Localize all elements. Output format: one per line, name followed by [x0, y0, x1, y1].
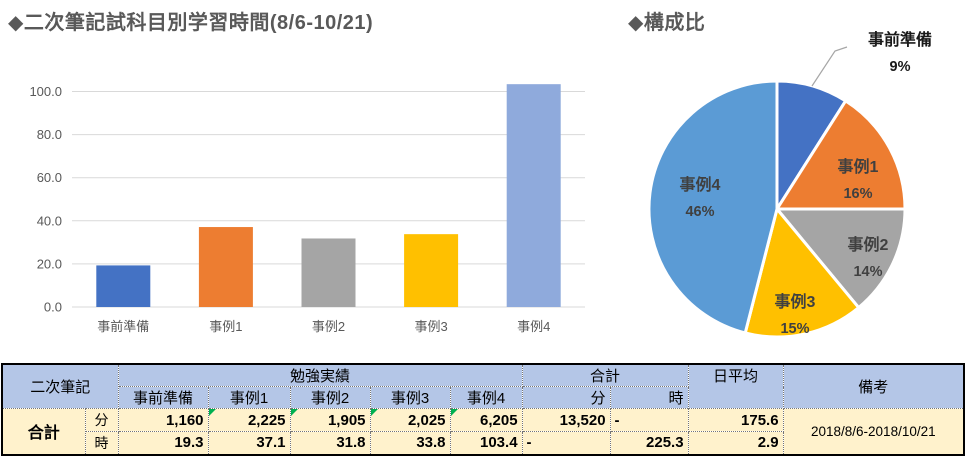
pie-data-label: 事例2 14%: [813, 232, 923, 285]
remarks-value-cell[interactable]: 2018/8/6-2018/10/21: [782, 408, 965, 455]
cell-error-indicator-icon: [291, 409, 298, 416]
minutes-value-cell[interactable]: 2,025: [369, 408, 451, 432]
pie-label-percent: 9%: [889, 59, 911, 75]
unit-hours-cell[interactable]: 時: [84, 431, 119, 455]
cell-error-indicator-icon: [209, 409, 216, 416]
corner-header-cell[interactable]: 二次筆記: [1, 363, 119, 409]
hours-value-cell[interactable]: 31.8: [289, 431, 371, 455]
pie-label-name: 事例1: [837, 159, 879, 176]
x-category-label: 事前準備: [97, 319, 149, 334]
minutes-value-cell[interactable]: 6,205: [449, 408, 523, 432]
pie-slice-1[interactable]: [774, 98, 907, 211]
x-category-label: 事例2: [312, 319, 345, 334]
pie-chart-plot[interactable]: [620, 0, 968, 360]
x-category-label: 事例1: [209, 319, 242, 334]
pie-slice-4[interactable]: [647, 79, 779, 335]
category-header-cell[interactable]: 事例2: [289, 386, 371, 409]
y-tick-label: 100.0: [29, 84, 62, 99]
pie-label-name: 事前準備: [867, 32, 932, 49]
cell-error-indicator-icon: [371, 409, 378, 416]
pie-label-name: 事例2: [847, 237, 889, 254]
minutes-value-cell[interactable]: 1,905: [289, 408, 371, 432]
bar-chart-plot[interactable]: 0.0 20.0 40.0 60.0 80.0 100.0 事前準備 事例1 事例2 事例3 事例4: [0, 0, 620, 358]
y-tick-label: 80.0: [37, 127, 62, 142]
bar-4[interactable]: [506, 84, 561, 307]
pie-data-label: 事例1 16%: [803, 154, 913, 207]
total-header-cell[interactable]: 合計: [521, 363, 689, 387]
pie-callout-label: 事前準備 9%: [845, 27, 955, 80]
hours-value-cell[interactable]: 103.4: [449, 431, 523, 455]
total-minutes-dash-cell[interactable]: -: [521, 431, 611, 455]
y-tick-label: 0.0: [44, 300, 62, 315]
total-hours-header-cell[interactable]: 時: [609, 386, 689, 409]
group-header-cell[interactable]: 勉強実績: [117, 363, 523, 387]
category-header-cell[interactable]: 事前準備: [117, 386, 209, 409]
total-minutes-cell[interactable]: 13,520: [521, 408, 611, 432]
study-summary-table: 二次筆記 勉強実績 合計 日平均 備考 事前準備 事例1 事例2 事例3 事例4…: [1, 363, 966, 456]
remarks-header-cell[interactable]: 備考: [782, 363, 965, 409]
pie-label-percent: 14%: [853, 264, 883, 280]
category-header-cell[interactable]: 事例1: [207, 386, 291, 409]
pie-label-percent: 46%: [685, 204, 715, 220]
hours-value-cell[interactable]: 33.8: [369, 431, 451, 455]
pie-label-percent: 16%: [843, 186, 873, 202]
hours-value-cell[interactable]: 37.1: [207, 431, 291, 455]
daily-avg-minutes-cell[interactable]: 175.6: [687, 408, 784, 432]
bar-chart-title: ◆二次筆記試科目別学習時間(8/6-10/21): [8, 12, 374, 34]
minutes-value-cell[interactable]: 1,160: [117, 408, 209, 432]
minutes-value-cell[interactable]: 2,225: [207, 408, 291, 432]
bar-y-axis-ticks: 0.0 20.0 40.0 60.0 80.0 100.0: [29, 84, 62, 315]
total-hours-cell[interactable]: 225.3: [609, 431, 689, 455]
callout-leader-line: [811, 46, 848, 87]
pie-chart-title: ◆構成比: [628, 12, 706, 34]
x-category-label: 事例4: [517, 319, 550, 334]
pie-data-label: 事例4 46%: [645, 172, 755, 225]
bar-chart[interactable]: ◆二次筆記試科目別学習時間(8/6-10/21) 0.0 20.0 40.0 60.0…: [0, 0, 620, 358]
pie-label-name: 事例3: [774, 294, 816, 311]
bar-0[interactable]: [96, 265, 151, 307]
daily-avg-header-cell[interactable]: 日平均: [687, 363, 784, 409]
total-minutes-header-cell[interactable]: 分: [521, 386, 611, 409]
pie-slice-3[interactable]: [743, 205, 861, 339]
pie-data-label: 事例3 15%: [740, 289, 850, 342]
category-header-cell[interactable]: 事例4: [449, 386, 523, 409]
total-hours-dash-cell[interactable]: -: [609, 408, 689, 432]
y-tick-label: 60.0: [37, 170, 62, 185]
row-label-cell[interactable]: 合計: [1, 408, 86, 455]
pie-slice-2[interactable]: [773, 207, 907, 310]
hours-value-cell[interactable]: 19.3: [117, 431, 209, 455]
bar-3[interactable]: [404, 234, 459, 307]
category-header-cell[interactable]: 事例3: [369, 386, 451, 409]
pie-label-percent: 15%: [780, 321, 810, 337]
pie-chart[interactable]: ◆構成比 事前準備 9% 事例1 16% 事例2 14% 事例3 15% 事例4 46%: [620, 0, 968, 360]
pie-label-name: 事例4: [679, 177, 721, 194]
bar-gridlines: [72, 91, 585, 308]
y-tick-label: 40.0: [37, 213, 62, 228]
unit-minutes-cell[interactable]: 分: [84, 408, 119, 432]
x-category-label: 事例3: [414, 319, 447, 334]
bar-2[interactable]: [301, 238, 356, 307]
bar-1[interactable]: [198, 227, 253, 307]
cell-error-indicator-icon: [451, 409, 458, 416]
y-tick-label: 20.0: [37, 256, 62, 271]
daily-avg-hours-cell[interactable]: 2.9: [687, 431, 784, 455]
